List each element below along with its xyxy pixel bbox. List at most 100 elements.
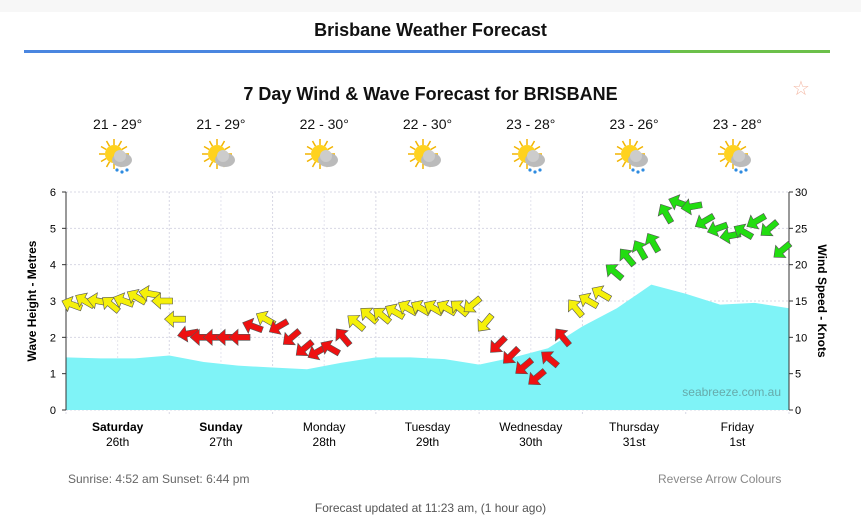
sun-cloud-icon [201, 139, 235, 169]
y-tick-label: 4 [50, 260, 56, 272]
temperature-range: 23 - 28° [506, 116, 556, 132]
wind-arrow [515, 357, 535, 375]
wind-arrow [490, 334, 508, 353]
day-forecast: 23 - 28° [479, 116, 582, 178]
wind-arrow [657, 203, 675, 225]
wind-arrow [605, 264, 625, 282]
y2-tick-label: 20 [795, 260, 807, 272]
wind-arrow [255, 310, 277, 328]
chart-title: 7 Day Wind & Wave Forecast for BRISBANE [243, 84, 618, 104]
wind-arrow [373, 307, 393, 325]
y-tick-label: 1 [50, 369, 56, 381]
sunrise-sunset: Sunrise: 4:52 am Sunset: 6:44 pm [68, 472, 250, 486]
y-tick-label: 2 [50, 332, 56, 344]
day-forecast: 23 - 26° [582, 116, 685, 178]
wind-arrow [477, 312, 495, 332]
y-axis-title: Wave Height - Metres [25, 240, 39, 361]
y-tick-label: 6 [50, 187, 56, 199]
x-tick-day: Wednesday [499, 420, 562, 434]
page-title: Brisbane Weather Forecast [314, 20, 547, 40]
wind-arrow [463, 295, 483, 313]
wind-arrow [567, 299, 585, 319]
wind-arrow [138, 284, 161, 302]
sun-cloud-rain-icon [718, 139, 752, 174]
wind-arrow [733, 223, 755, 240]
wind-arrow [631, 240, 649, 261]
wind-arrow [694, 213, 716, 230]
wind-arrow [528, 368, 547, 386]
daily-temperatures: 21 - 29° 21 - 29° 22 - 30° 22 - 30° 23 -… [66, 116, 789, 178]
day-forecast: 21 - 29° [169, 116, 272, 178]
x-tick-day: Sunday [199, 420, 243, 434]
y2-axis-title: Wind Speed - Knots [815, 244, 829, 358]
wind-arrow [591, 285, 613, 302]
wind-arrow [228, 328, 251, 347]
temperature-range: 22 - 30° [402, 116, 453, 132]
wave-height-area [66, 284, 789, 410]
sun-cloud-icon [408, 139, 442, 169]
watermark: seabreeze.com.au [682, 385, 781, 399]
x-tick-date: 31st [623, 435, 646, 449]
wind-arrow [578, 292, 600, 310]
y2-tick-label: 15 [795, 296, 807, 308]
wind-arrow [644, 232, 662, 254]
wind-arrow [268, 318, 290, 335]
x-tick-date: 26th [106, 435, 129, 449]
temperature-range: 21 - 29° [196, 116, 246, 132]
star-outline-icon[interactable]: ☆ [792, 78, 810, 100]
wind-arrow [320, 339, 341, 357]
wind-arrow [503, 345, 521, 364]
wind-arrow [177, 325, 200, 343]
x-tick-day: Saturday [92, 420, 144, 434]
title-underline-blue [24, 50, 670, 53]
temperature-range: 22 - 30° [299, 116, 349, 132]
day-forecast: 23 - 28° [686, 116, 789, 178]
day-forecast: 22 - 30° [376, 116, 479, 178]
x-tick-date: 29th [416, 435, 439, 449]
wind-arrow [706, 220, 729, 238]
y2-tick-label: 25 [795, 223, 807, 235]
reverse-arrow-colours-link[interactable]: Reverse Arrow Colours [658, 472, 782, 486]
y2-tick-label: 10 [795, 332, 807, 344]
wind-arrow [541, 351, 560, 369]
sun-cloud-rain-icon [615, 139, 649, 174]
wind-wave-chart: 0 1 2 3 4 5 6 0 5 10 15 20 25 30 Wave Height - Metres W… [25, 187, 829, 449]
sun-cloud-icon [305, 139, 339, 169]
day-forecast: 22 - 30° [273, 116, 376, 178]
temperature-range: 21 - 29° [93, 116, 143, 132]
temperature-range: 23 - 28° [712, 116, 762, 132]
wind-arrow [335, 328, 353, 348]
wind-arrow [555, 328, 572, 348]
x-tick-date: 27th [209, 435, 232, 449]
sun-cloud-rain-icon [98, 139, 132, 174]
wind-arrow [295, 339, 315, 356]
x-tick-date: 1st [729, 435, 746, 449]
x-tick-day: Thursday [609, 420, 659, 434]
wind-arrow [347, 315, 367, 332]
wind-arrow [385, 303, 406, 320]
y2-tick-label: 5 [795, 369, 801, 381]
y2-tick-label: 0 [795, 405, 801, 417]
y-tick-label: 3 [50, 296, 56, 308]
x-tick-date: 30th [519, 435, 542, 449]
wind-arrow [619, 248, 637, 268]
wind-arrow [760, 219, 780, 237]
temperature-range: 23 - 26° [609, 116, 659, 132]
wind-arrow [746, 213, 768, 230]
y-tick-label: 5 [50, 223, 56, 235]
sun-cloud-rain-icon [511, 139, 545, 174]
y-tick-label: 0 [50, 405, 56, 417]
x-tick-day: Friday [721, 420, 754, 434]
x-tick-date: 28th [313, 435, 336, 449]
x-tick-day: Tuesday [405, 420, 451, 434]
wind-arrow [773, 240, 793, 258]
x-tick-day: Monday [303, 420, 346, 434]
wind-arrow [164, 310, 186, 328]
wind-arrow [151, 292, 173, 310]
y2-tick-label: 30 [795, 187, 807, 199]
forecast-updated: Forecast updated at 11:23 am, (1 hour ag… [314, 501, 547, 515]
title-underline-green [670, 50, 830, 53]
day-forecast: 21 - 29° [66, 116, 169, 178]
top-bar [0, 0, 861, 12]
wind-arrow [242, 317, 264, 334]
